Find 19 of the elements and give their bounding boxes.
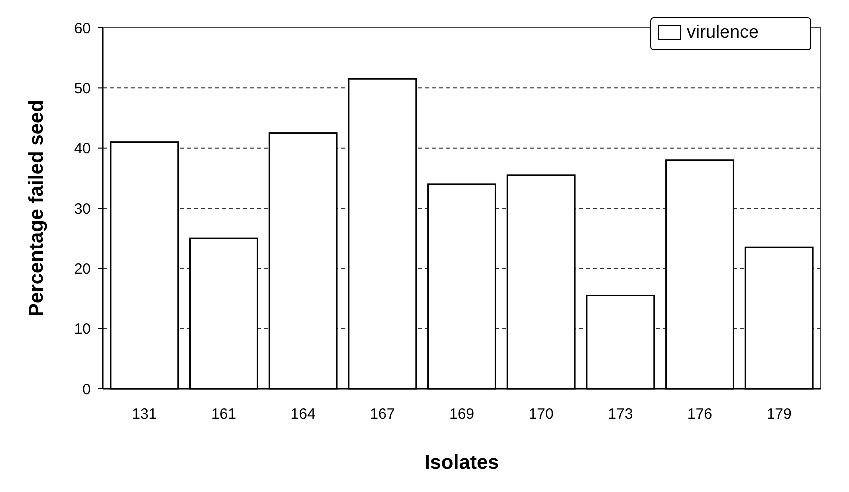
x-axis-title: Isolates — [424, 452, 500, 474]
legend-label: virulence — [687, 22, 760, 42]
x-tick-label: 170 — [528, 406, 554, 423]
x-tick-label: 169 — [449, 406, 475, 423]
y-axis-title: Percentage failed seed — [26, 100, 48, 317]
y-tick-label: 20 — [74, 260, 91, 278]
x-tick-label: 173 — [608, 406, 634, 423]
x-tick-label: 176 — [687, 406, 713, 423]
y-tick-label: 40 — [74, 140, 91, 158]
x-tick-label: 161 — [211, 406, 237, 423]
y-tick-label: 30 — [74, 200, 91, 218]
x-tick-label: 179 — [766, 406, 792, 423]
y-tick-label: 0 — [82, 381, 91, 398]
y-tick-label: 60 — [74, 20, 91, 38]
x-tick-label: 164 — [290, 406, 316, 423]
y-tick-label: 50 — [74, 80, 91, 98]
y-tick-label: 10 — [74, 321, 91, 338]
x-tick-label: 167 — [370, 406, 396, 423]
x-tick-label: 131 — [132, 406, 158, 423]
